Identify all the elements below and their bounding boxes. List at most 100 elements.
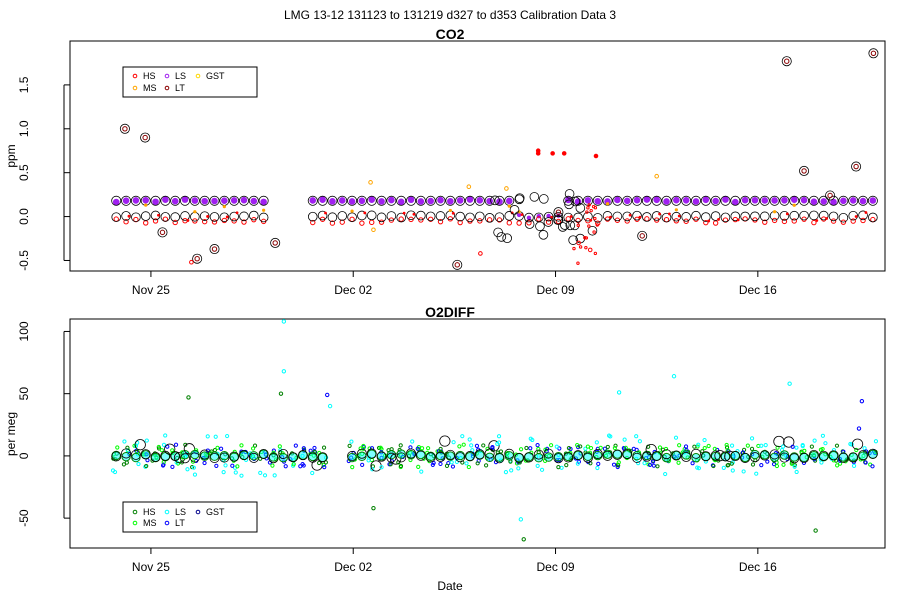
o2diff-point <box>554 444 559 449</box>
o2diff-point <box>616 460 621 465</box>
co2-point-ls <box>132 197 140 204</box>
o2diff-point-ms <box>632 451 642 461</box>
co2-point-hs <box>644 216 650 222</box>
o2diff-point-ring <box>858 450 869 461</box>
co2-point-ring <box>779 211 790 221</box>
co2-point-lt <box>211 246 218 252</box>
co2-point-ls <box>692 198 700 205</box>
co2-point-ring <box>406 210 416 221</box>
o2diff-legend-hs-swatch <box>132 509 138 515</box>
o2diff-point <box>367 446 372 451</box>
co2-point-ring <box>157 227 168 238</box>
o2diff-point <box>271 448 276 453</box>
o2diff-point-ring <box>749 452 760 463</box>
o2diff-point <box>272 473 277 478</box>
o2diff-point-ring <box>759 450 770 461</box>
co2-point-hs <box>477 218 483 224</box>
co2-point-ring <box>493 227 503 238</box>
co2-point-ls <box>112 198 120 206</box>
o2diff-point-ms <box>190 449 200 460</box>
co2-point-ring <box>779 195 790 206</box>
co2-point-hs <box>211 219 218 225</box>
o2diff-point-ring <box>690 448 701 459</box>
co2-point-ring <box>150 210 161 221</box>
co2-point-ring <box>622 195 633 206</box>
co2-point-ring <box>514 193 525 203</box>
o2diff-point <box>539 467 545 472</box>
co2-point-ring <box>150 195 161 206</box>
co2-point-ring <box>592 213 603 223</box>
co2-point-ring <box>130 195 141 206</box>
o2diff-point-ring <box>651 450 662 461</box>
o2diff-point-ms <box>779 450 790 460</box>
page-title: LMG 13-12 131123 to 131219 d327 to d353 … <box>284 8 616 22</box>
co2-point-hs <box>189 259 194 265</box>
o2diff-point-ring <box>514 452 525 463</box>
o2diff-point <box>548 443 554 448</box>
co2-point-ls <box>751 196 759 204</box>
co2-point-ring <box>249 210 259 221</box>
o2diff-point <box>398 443 403 448</box>
co2-point-ring <box>825 190 836 201</box>
o2diff-point-ring <box>645 443 657 456</box>
o2diff-point <box>530 437 535 443</box>
o2diff-point-ring <box>720 451 731 462</box>
o2diff-point <box>683 444 689 449</box>
o2diff-point <box>730 468 735 473</box>
o2diff-point <box>457 444 462 449</box>
o2diff-point <box>800 443 805 448</box>
co2-point-hs <box>578 245 583 249</box>
o2diff-point-ms <box>268 452 279 462</box>
o2diff-point <box>156 446 162 451</box>
o2diff-point <box>230 463 235 468</box>
co2-ylabel: ppm <box>4 144 18 167</box>
o2diff-point-ring <box>710 450 721 461</box>
co2-point-ls <box>437 196 444 204</box>
co2-point-ring <box>622 211 633 222</box>
o2diff-point-ring <box>851 438 864 450</box>
co2-point-hs <box>762 219 768 225</box>
co2-legend-lt: LT <box>175 83 185 93</box>
co2-point-ring <box>602 211 613 221</box>
o2diff-point <box>712 446 717 452</box>
o2diff-point-ms <box>121 451 131 462</box>
o2diff-point <box>317 460 322 466</box>
co2-point-ls <box>820 198 828 205</box>
o2diff-point-ring <box>376 451 387 462</box>
co2-point-hs <box>378 219 385 225</box>
co2-point-ls <box>260 198 267 206</box>
o2diff-point-ring <box>818 450 829 461</box>
o2diff-point <box>536 446 541 452</box>
co2-point-ring <box>570 196 581 207</box>
o2diff-point <box>474 443 480 448</box>
o2diff-point <box>173 442 179 447</box>
o2diff-point-ring <box>681 451 692 462</box>
o2diff-point <box>754 471 759 476</box>
o2diff-point <box>763 443 768 448</box>
co2-point-ls <box>191 197 199 204</box>
co2-point-hs <box>241 219 247 225</box>
o2diff-point <box>583 446 588 451</box>
o2diff-point-ring <box>602 450 613 461</box>
co2-ytick-label: -0.5 <box>17 250 31 271</box>
co2-point-ring <box>239 211 249 222</box>
co2-point-ring <box>740 211 750 222</box>
o2diff-point-hs <box>186 395 191 400</box>
co2-point-ring <box>465 212 475 223</box>
co2-point-ring <box>160 195 171 206</box>
o2diff-point-ring <box>111 451 122 462</box>
co2-point-ring <box>524 212 534 223</box>
o2diff-point <box>692 444 697 449</box>
co2-point-ring <box>651 195 662 206</box>
co2-point-hs <box>550 151 555 156</box>
co2-point-ls <box>368 196 376 204</box>
o2diff-legend-gst-swatch <box>195 509 201 515</box>
co2-point-ring <box>575 203 586 213</box>
co2-point-hs <box>235 211 239 215</box>
o2diff-point-ms <box>278 452 288 463</box>
o2diff-legend-lt: LT <box>175 518 185 528</box>
o2diff-point-ms <box>249 451 259 461</box>
co2-point-hs <box>860 217 866 224</box>
o2diff-point <box>430 462 435 467</box>
